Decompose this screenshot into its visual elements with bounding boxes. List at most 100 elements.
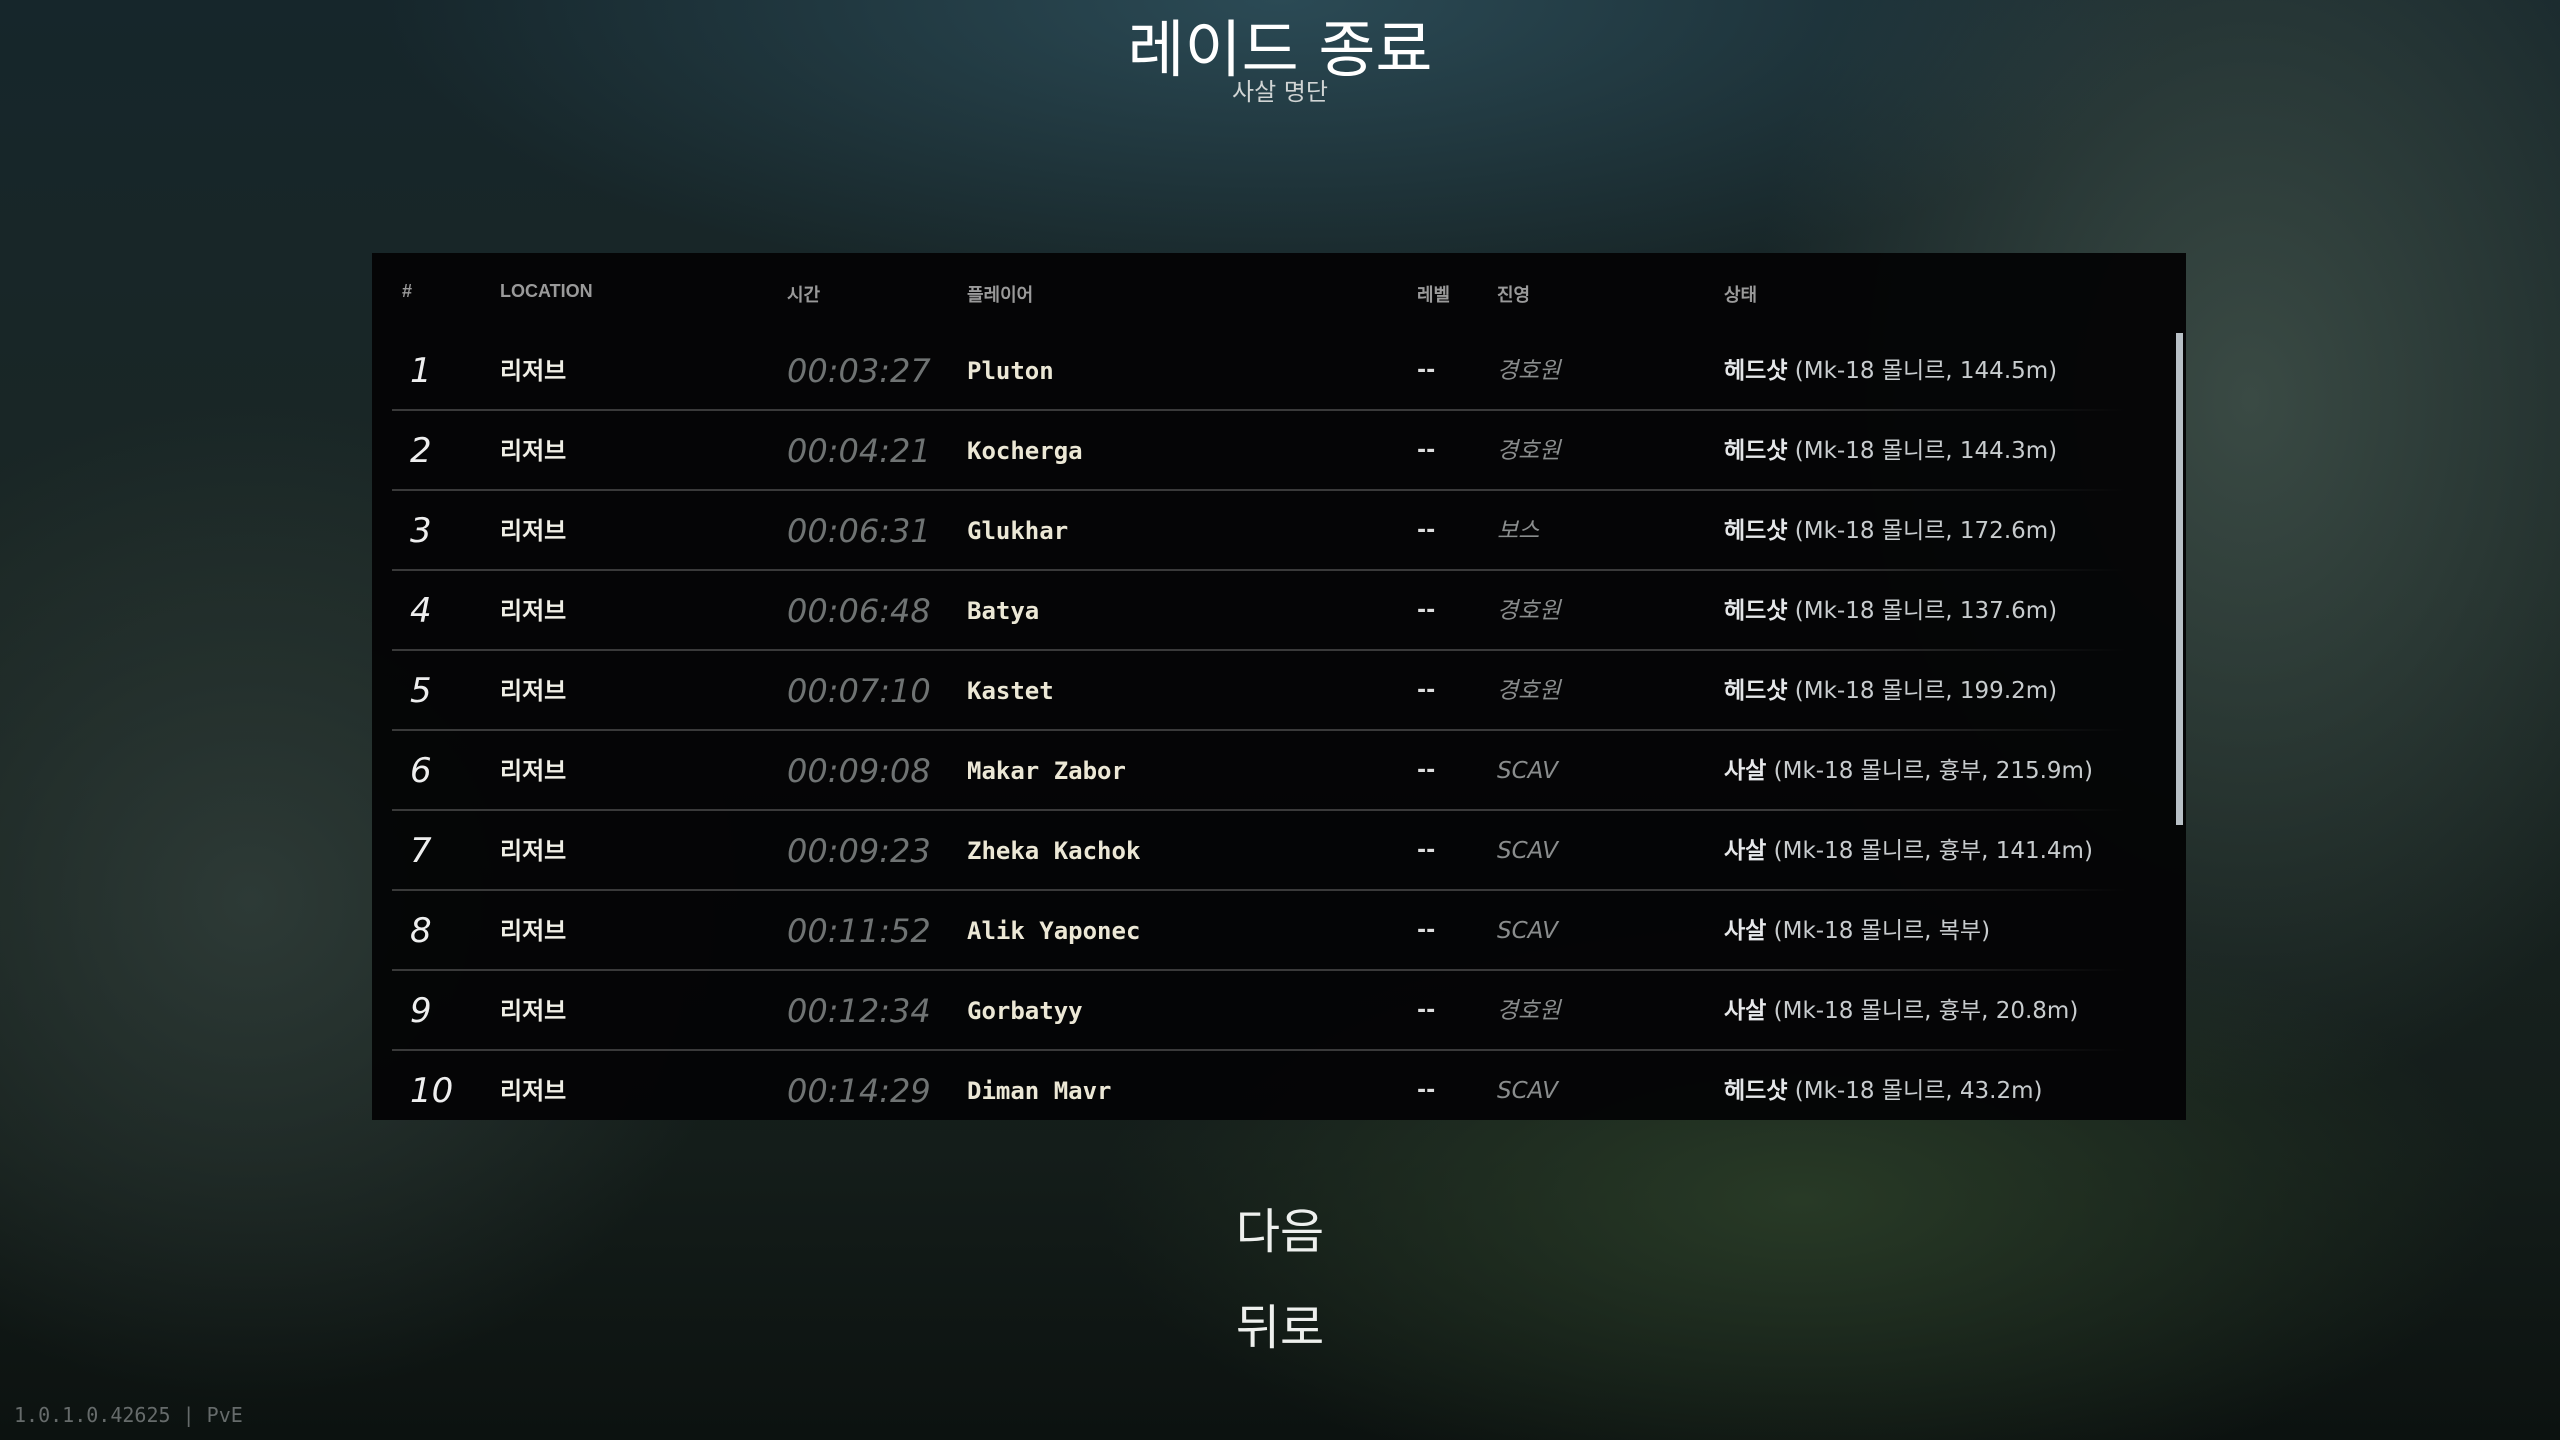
back-button-label[interactable]: 뒤로 — [1235, 1300, 1325, 1356]
row-level: -- — [1417, 598, 1436, 623]
status-type: 사살 — [1724, 998, 1767, 1024]
row-location: 리저브 — [500, 357, 567, 385]
status-detail: (Mk-18 몰니르, 복부) — [1773, 918, 1991, 944]
row-location: 리저브 — [500, 837, 567, 865]
row-faction: 경호원 — [1497, 438, 1561, 464]
row-status: 헤드샷 (Mk-18 몰니르, 43.2m) — [1724, 1051, 2043, 1120]
row-level: -- — [1417, 438, 1436, 463]
row-location: 리저브 — [500, 677, 567, 705]
status-detail: (Mk-18 몰니르, 199.2m) — [1794, 678, 2058, 704]
row-divider — [392, 489, 2126, 491]
table-row: 7 리저브 00:09:23 Zheka Kachok -- SCAV 사살 (Mk-18 … — [372, 811, 2186, 891]
next-button[interactable]: 다음 — [0, 1192, 2560, 1262]
row-number: 7 — [410, 831, 432, 871]
row-player: Makar Zabor — [967, 757, 1126, 785]
row-status: 사살 (Mk-18 몰니르, 흉부, 141.4m) — [1724, 811, 2093, 891]
status-type: 사살 — [1724, 758, 1767, 784]
scrollbar-thumb[interactable] — [2176, 333, 2183, 825]
status-type: 헤드샷 — [1724, 678, 1788, 704]
row-level: -- — [1417, 758, 1436, 783]
table-row: 8 리저브 00:11:52 Alik Yaponec -- SCAV 사살 (Mk-18 … — [372, 891, 2186, 971]
row-location: 리저브 — [500, 757, 567, 785]
row-location: 리저브 — [500, 1077, 567, 1105]
row-time: 00:06:48 — [787, 592, 931, 630]
row-location: 리저브 — [500, 917, 567, 945]
row-status: 헤드샷 (Mk-18 몰니르, 144.5m) — [1724, 331, 2057, 411]
column-header-faction: 진영 — [1497, 285, 1531, 305]
table-row: 9 리저브 00:12:34 Gorbatyy -- 경호원 사살 (Mk-18 몰니르, … — [372, 971, 2186, 1051]
row-location: 리저브 — [500, 517, 567, 545]
row-divider — [392, 649, 2126, 651]
row-level: -- — [1417, 678, 1436, 703]
version-label: 1.0.1.0.42625 | PvE — [14, 1403, 243, 1427]
row-level: -- — [1417, 918, 1436, 943]
row-faction: SCAV — [1497, 918, 1558, 944]
row-number: 8 — [410, 911, 432, 951]
row-status: 사살 (Mk-18 몰니르, 흉부, 20.8m) — [1724, 971, 2078, 1051]
row-level: -- — [1417, 1078, 1436, 1103]
row-divider — [392, 729, 2126, 731]
next-button-label[interactable]: 다음 — [1235, 1204, 1325, 1260]
table-row: 2 리저브 00:04:21 Kocherga -- 경호원 헤드샷 (Mk-18 몰니르,… — [372, 411, 2186, 491]
row-time: 00:14:29 — [787, 1072, 931, 1110]
row-status: 헤드샷 (Mk-18 몰니르, 137.6m) — [1724, 571, 2057, 651]
table-row: 6 리저브 00:09:08 Makar Zabor -- SCAV 사살 (Mk-18 몰… — [372, 731, 2186, 811]
row-time: 00:09:08 — [787, 752, 931, 790]
row-player: Zheka Kachok — [967, 837, 1141, 865]
column-header-player: 플레이어 — [967, 285, 1034, 305]
row-number: 3 — [410, 511, 432, 551]
row-faction: 보스 — [1497, 518, 1540, 544]
row-faction: 경호원 — [1497, 598, 1561, 624]
row-time: 00:03:27 — [787, 352, 931, 390]
status-detail: (Mk-18 몰니르, 흉부, 20.8m) — [1773, 998, 2079, 1024]
row-number: 4 — [410, 591, 432, 631]
row-number: 10 — [410, 1071, 454, 1111]
row-time: 00:09:23 — [787, 832, 931, 870]
row-status: 사살 (Mk-18 몰니르, 흉부, 215.9m) — [1724, 731, 2093, 811]
row-faction: 경호원 — [1497, 678, 1561, 704]
row-time: 00:04:21 — [787, 432, 931, 470]
row-divider — [392, 409, 2126, 411]
status-type: 헤드샷 — [1724, 598, 1788, 624]
row-player: Kastet — [967, 677, 1054, 705]
row-faction: SCAV — [1497, 838, 1558, 864]
row-divider — [392, 889, 2126, 891]
status-detail: (Mk-18 몰니르, 43.2m) — [1794, 1078, 2043, 1104]
status-detail: (Mk-18 몰니르, 137.6m) — [1794, 598, 2058, 624]
row-time: 00:12:34 — [787, 992, 931, 1030]
row-faction: 경호원 — [1497, 358, 1561, 384]
row-faction: 경호원 — [1497, 998, 1561, 1024]
row-time: 00:11:52 — [787, 912, 931, 950]
row-divider — [392, 1049, 2126, 1051]
back-button[interactable]: 뒤로 — [0, 1288, 2560, 1358]
column-header-number: # — [402, 281, 413, 301]
row-level: -- — [1417, 518, 1436, 543]
table-row: 1 리저브 00:03:27 Pluton -- 경호원 헤드샷 (Mk-18 몰니르, 1… — [372, 331, 2186, 411]
status-detail: (Mk-18 몰니르, 144.3m) — [1794, 438, 2058, 464]
row-location: 리저브 — [500, 437, 567, 465]
row-level: -- — [1417, 838, 1436, 863]
row-level: -- — [1417, 358, 1436, 383]
status-type: 사살 — [1724, 918, 1767, 944]
status-detail: (Mk-18 몰니르, 흉부, 215.9m) — [1773, 758, 2093, 784]
row-player: Diman Mavr — [967, 1077, 1112, 1105]
row-player: Pluton — [967, 357, 1054, 385]
row-status: 헤드샷 (Mk-18 몰니르, 199.2m) — [1724, 651, 2057, 731]
status-type: 헤드샷 — [1724, 518, 1788, 544]
row-level: -- — [1417, 998, 1436, 1023]
status-detail: (Mk-18 몰니르, 흉부, 141.4m) — [1773, 838, 2093, 864]
status-type: 헤드샷 — [1724, 438, 1788, 464]
row-location: 리저브 — [500, 997, 567, 1025]
page-subtitle: 사살 명단 — [1232, 78, 1328, 106]
row-player: Gorbatyy — [967, 997, 1083, 1025]
row-status: 헤드샷 (Mk-18 몰니르, 144.3m) — [1724, 411, 2057, 491]
row-time: 00:06:31 — [787, 512, 931, 550]
status-detail: (Mk-18 몰니르, 172.6m) — [1794, 518, 2058, 544]
table-row: 10 리저브 00:14:29 Diman Mavr -- SCAV 헤드샷 (Mk-18 … — [372, 1051, 2186, 1120]
column-header-location: LOCATION — [500, 281, 593, 301]
row-player: Alik Yaponec — [967, 917, 1141, 945]
status-detail: (Mk-18 몰니르, 144.5m) — [1794, 358, 2058, 384]
status-type: 헤드샷 — [1724, 358, 1788, 384]
row-number: 2 — [410, 431, 432, 471]
column-header-time: 시간 — [787, 285, 821, 305]
